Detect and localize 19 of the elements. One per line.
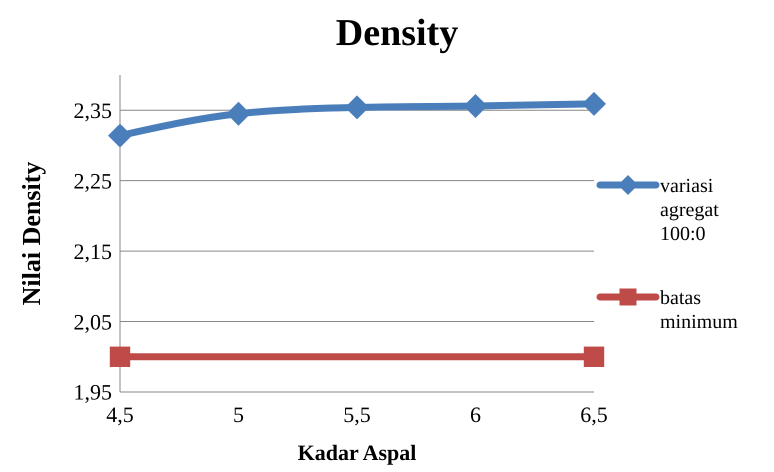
point [110, 346, 130, 367]
y-tick-label: 2,25 [74, 168, 112, 194]
y-tick-label: 2,15 [74, 238, 112, 264]
y-tick-label: 1,95 [74, 380, 112, 405]
point [584, 346, 604, 367]
chart-title: Density [336, 12, 458, 54]
legend-label: batas minimum [660, 287, 738, 333]
legend-label: variasi agregat 100:0 [660, 175, 720, 245]
x-tick-label: 5 [233, 402, 244, 427]
y-tick-label: 2,05 [74, 309, 112, 334]
y-tick-label: 2,35 [74, 98, 112, 123]
x-tick-label: 6,5 [580, 402, 608, 427]
x-axis-title: Kadar Aspal [298, 440, 416, 465]
point [226, 102, 250, 126]
x-tick-label: 6 [470, 402, 481, 427]
x-tick-label: 4,5 [106, 402, 134, 427]
x-tick-label: 5,5 [343, 402, 371, 427]
y-axis-title: Nilai Density [17, 162, 46, 306]
point [108, 124, 132, 148]
